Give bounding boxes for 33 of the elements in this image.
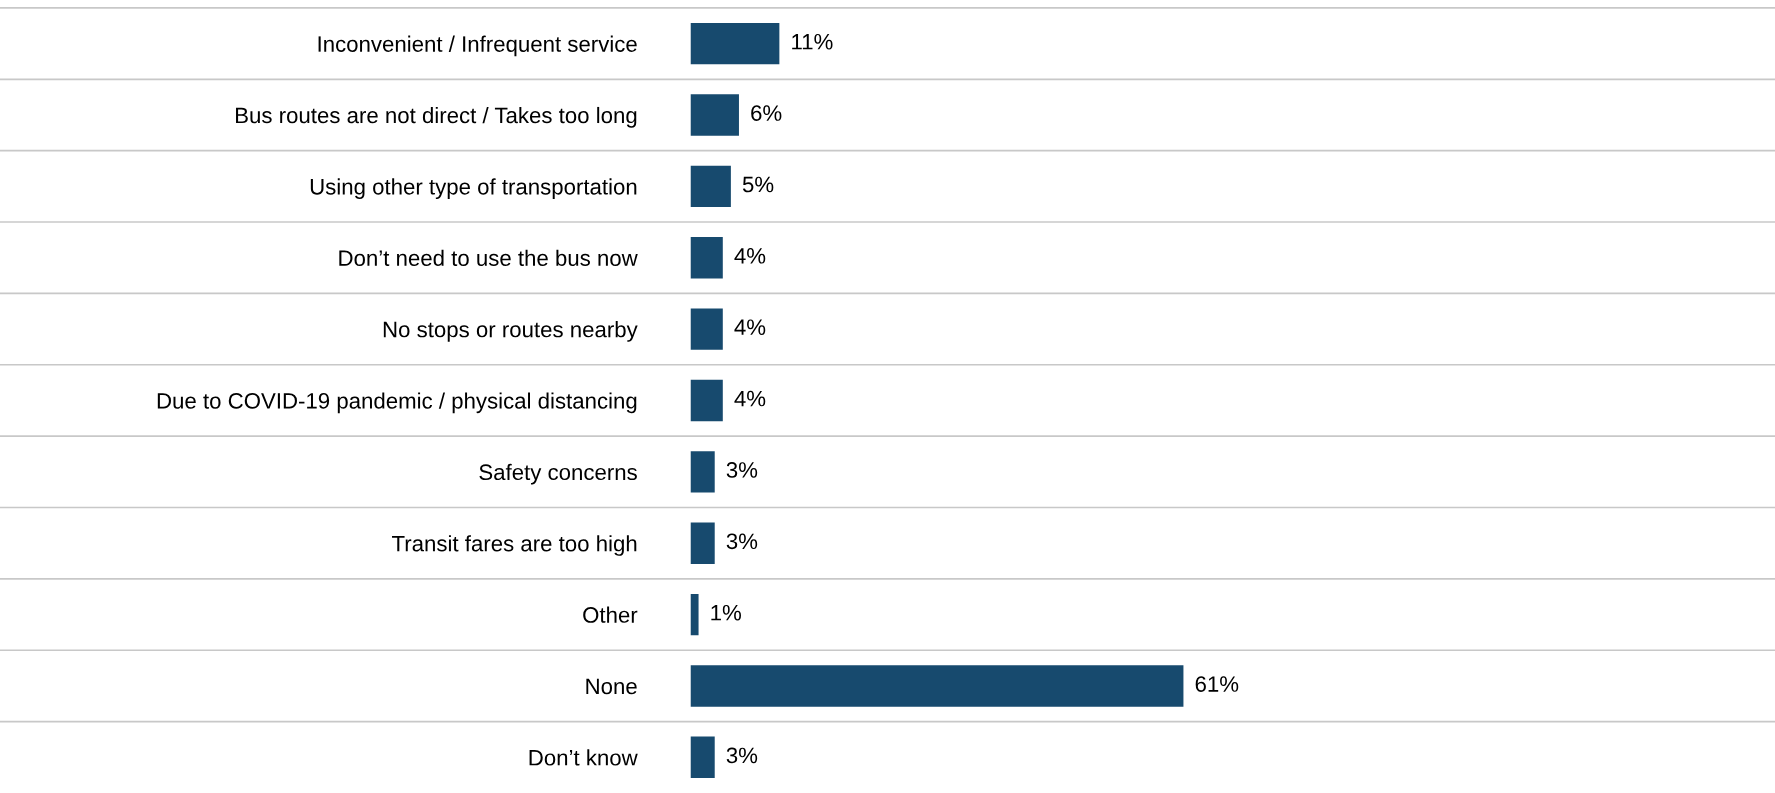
y-tick-label: Due to COVID-19 pandemic / physical distancing (157, 392, 637, 414)
y-tick-label: Don’t need to use the bus now (339, 249, 638, 266)
data-label: 11% (792, 33, 833, 50)
y-tick-label: Other (583, 606, 638, 623)
y-tick-label: Using other type of transportation (310, 178, 637, 200)
bar (690, 165, 731, 208)
y-tick-label: Don’t know (529, 749, 638, 766)
y-tick-label: No stops or routes nearby (383, 321, 638, 342)
y-tick-label: None (586, 678, 637, 695)
bar (690, 451, 715, 493)
y-tick-label: Inconvenient / Infrequent service (318, 35, 637, 57)
data-label: 4% (734, 390, 766, 407)
data-label: 3% (726, 747, 758, 764)
y-tick-label: Transit fares are too high (392, 535, 637, 556)
bar (690, 665, 1184, 707)
data-label: 61% (1195, 676, 1239, 692)
data-label: 6% (751, 105, 782, 121)
data-label: 4% (734, 248, 766, 264)
bar (690, 308, 723, 350)
y-tick-label: Bus routes are not direct / Takes too long (236, 106, 637, 128)
bar (690, 22, 780, 65)
bar (690, 237, 723, 279)
bar (690, 379, 723, 422)
bar (690, 593, 699, 636)
bar (690, 94, 739, 136)
data-label: 1% (711, 604, 741, 621)
bar (690, 736, 715, 779)
data-label: 3% (726, 533, 758, 550)
bar (690, 522, 715, 564)
data-label: 4% (734, 319, 766, 335)
y-tick-label: Safety concerns (479, 463, 637, 485)
data-label: 3% (726, 462, 758, 478)
data-label: 5% (742, 176, 774, 193)
